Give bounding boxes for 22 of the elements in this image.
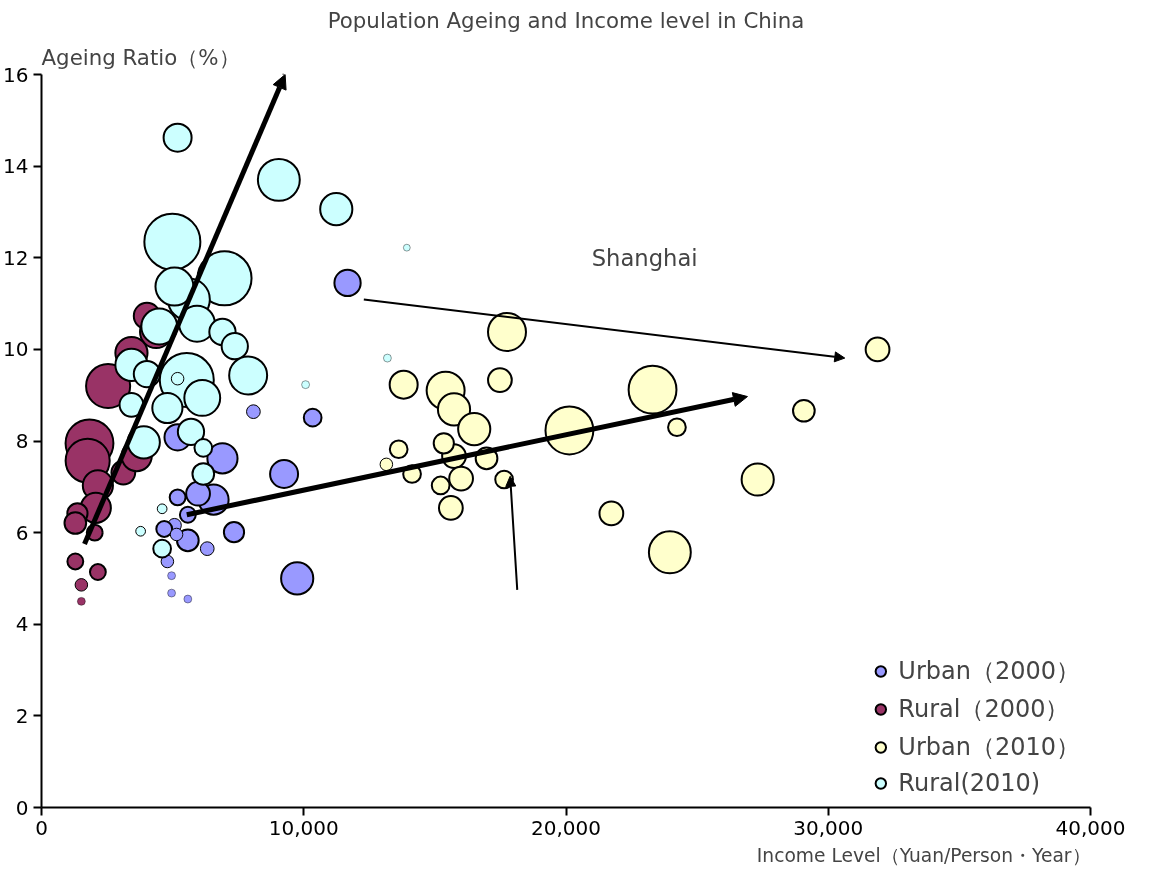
y-tick-label: 0 [15,795,29,820]
chart-title: Population Ageing and Income level in China [327,7,805,33]
y-tick-label: 6 [15,520,29,545]
legend-label: Rural(2010) [898,769,1041,797]
y-tick-label: 4 [15,612,29,637]
legend-label: Rural（2000） [898,694,1070,725]
x-axis-title: Income Level（Yuan/Person・Year） [756,844,1091,866]
x-tick-label: 30,000 [793,815,864,840]
y-axis-title: Ageing Ratio（%） [41,44,240,70]
legend-label: Urban（2000） [898,656,1080,687]
y-tick-label: 14 [3,154,29,179]
x-tick-label: 0 [35,815,48,840]
x-tick-label: 10,000 [268,815,339,840]
y-tick-label: 16 [3,62,29,87]
y-tick-label: 10 [3,337,29,362]
x-tick-label: 40,000 [1055,815,1126,840]
y-tick-label: 8 [15,429,29,453]
legend-label: Urban（2010） [898,732,1080,763]
y-tick-label: 12 [3,245,29,270]
x-tick-label: 20,000 [531,815,601,840]
y-tick-label: 2 [15,703,29,728]
annotation: Shanghai [591,244,698,271]
